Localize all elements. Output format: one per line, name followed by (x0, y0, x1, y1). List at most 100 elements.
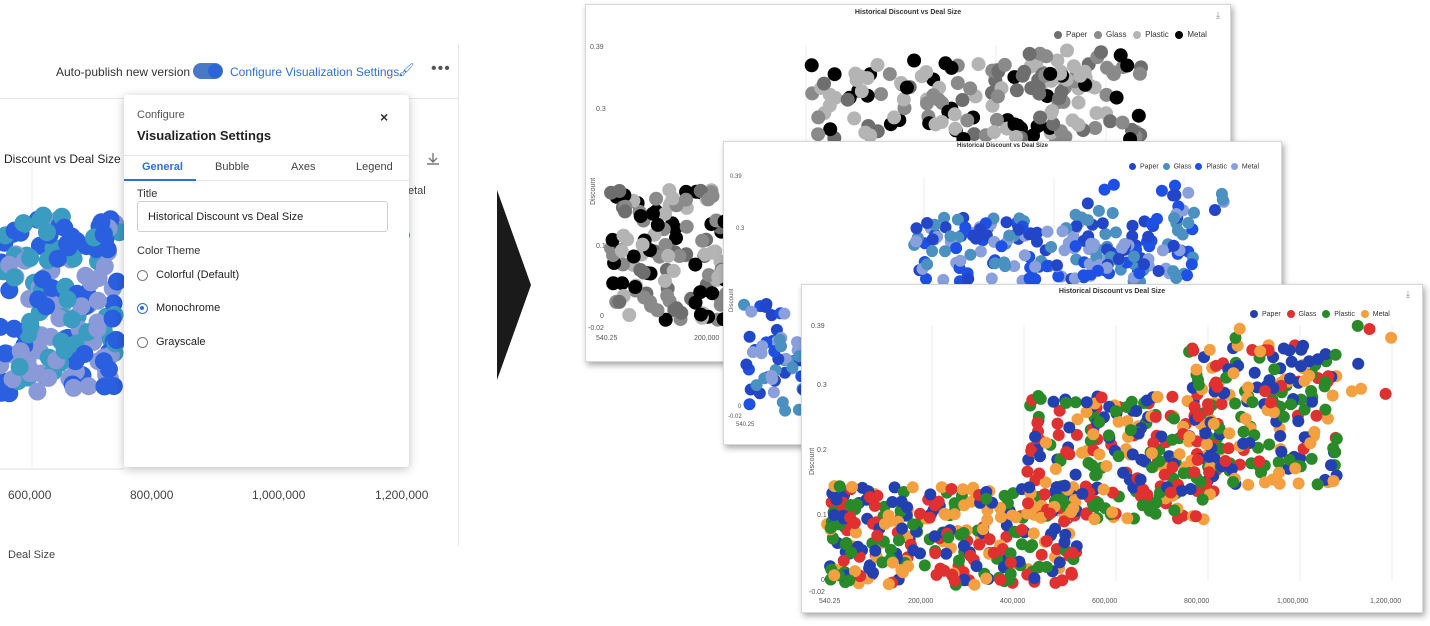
bubble (997, 57, 1012, 72)
bubble (1080, 406, 1093, 418)
bubble (928, 530, 941, 543)
bubble (1182, 186, 1195, 199)
bubble (1379, 387, 1392, 400)
chart-title: Historical Discount vs Deal Size (956, 143, 1049, 149)
chart-title-fragment: Discount vs Deal Size (4, 152, 121, 166)
bubble (1214, 442, 1227, 455)
bubble (887, 110, 902, 125)
tab-bubble[interactable]: Bubble (215, 161, 250, 173)
auto-publish-toggle[interactable] (193, 63, 223, 79)
bubble (1156, 244, 1169, 257)
bubble (14, 214, 33, 233)
bubble (1022, 497, 1034, 510)
bubble (1202, 403, 1215, 416)
tab-legend[interactable]: Legend (356, 161, 393, 173)
bubble (614, 243, 629, 258)
bubble (1268, 363, 1281, 376)
bubble (924, 488, 937, 501)
toggle-knob (208, 64, 222, 78)
bubble (79, 377, 98, 396)
bubble (1192, 410, 1205, 423)
bubble (966, 229, 979, 242)
y-tick-label: 0.3 (817, 382, 827, 389)
tab-axes[interactable]: Axes (291, 161, 316, 173)
bubble (1060, 396, 1072, 409)
bubble (906, 481, 919, 494)
more-options-icon[interactable]: ••• (431, 60, 451, 77)
legend-dot (1175, 30, 1184, 39)
bubble (1006, 509, 1019, 522)
bubble (1140, 394, 1153, 407)
bubble (950, 76, 965, 90)
bubble (0, 344, 15, 363)
bubble (660, 288, 675, 303)
bubble (971, 57, 986, 72)
y-tick-label: 0.3 (596, 106, 606, 113)
radio-monochrome[interactable]: Monochrome (137, 300, 220, 316)
bubble (1066, 59, 1081, 74)
bubble (1056, 225, 1069, 238)
bubble (773, 333, 786, 346)
bubble (1292, 477, 1305, 490)
bubble (1050, 53, 1065, 68)
bubble (1053, 556, 1066, 569)
paintbrush-icon[interactable]: 🖌 (398, 62, 415, 77)
dialog-title: Visualization Settings (137, 128, 272, 143)
bubble (649, 191, 664, 206)
bubble (1112, 253, 1125, 265)
bubble (1069, 208, 1082, 221)
bubble (650, 217, 665, 232)
y-tick-label: 0.2 (817, 447, 827, 454)
bubble (1081, 197, 1094, 210)
bubble (864, 491, 877, 504)
legend-label: Glass (1298, 310, 1317, 318)
close-icon[interactable]: × (380, 109, 389, 125)
bubble (1041, 225, 1054, 238)
tab-general[interactable]: General (142, 161, 183, 173)
radio-button[interactable] (137, 269, 148, 281)
bubble (1151, 390, 1164, 403)
bubble (920, 96, 934, 111)
bubble (1142, 230, 1155, 243)
dialog-header: Configure (137, 109, 185, 121)
bubble (658, 206, 672, 221)
bubble (1080, 396, 1093, 409)
bubble (1321, 412, 1334, 425)
title-input[interactable]: Historical Discount vs Deal Size (137, 201, 388, 232)
bubble (1031, 235, 1043, 248)
bubble (1225, 463, 1238, 476)
bubble (1066, 546, 1079, 559)
bubble (882, 509, 895, 522)
bubble (1169, 189, 1182, 202)
bubble (884, 543, 897, 556)
y-tick-label: -0.02 (588, 325, 604, 332)
bubble (1065, 506, 1078, 519)
bubble (645, 206, 660, 221)
chart-card-colorful: Historical Discount vs Deal Size ⤓ Paper… (801, 284, 1423, 613)
bubble (935, 481, 948, 494)
bubble (1043, 507, 1056, 520)
download-icon[interactable] (426, 152, 440, 171)
bubble (679, 192, 693, 207)
radio-button[interactable] (137, 336, 148, 348)
radio-button-checked[interactable] (137, 302, 148, 314)
legend-label: Metal (1187, 30, 1207, 39)
bubble (823, 122, 838, 137)
bubble (987, 546, 1000, 559)
bubble (990, 89, 1005, 104)
configure-visualization-link[interactable]: Configure Visualization Settings (230, 65, 400, 79)
auto-publish-label: Auto-publish new version (56, 65, 191, 79)
bubble (811, 127, 826, 142)
radio-colorful[interactable]: Colorful (Default) (137, 267, 239, 283)
bubble (1326, 389, 1339, 402)
bubble (918, 559, 931, 572)
download-icon[interactable]: ⤓ (1216, 10, 1220, 20)
radio-grayscale[interactable]: Grayscale (137, 334, 206, 350)
download-icon[interactable]: ⤓ (1406, 289, 1410, 299)
bubble (843, 574, 856, 587)
y-tick-label: 0 (821, 577, 825, 584)
bubble (1352, 357, 1365, 370)
bubble (974, 245, 987, 258)
bubble (1181, 269, 1193, 282)
bubble (705, 189, 720, 204)
